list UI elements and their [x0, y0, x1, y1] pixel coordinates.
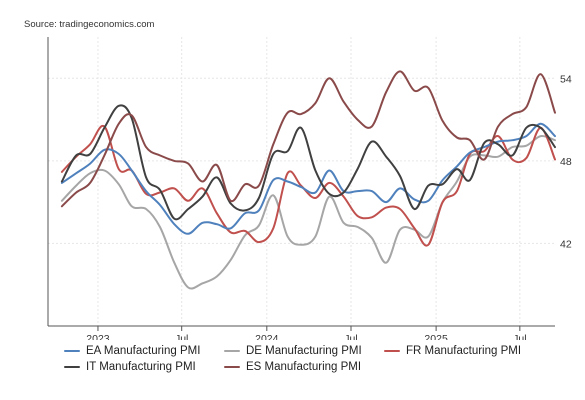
- x-tick-label: 2023: [86, 333, 110, 340]
- y-tick-label: 42: [560, 238, 572, 250]
- legend-item-fr[interactable]: FR Manufacturing PMI: [384, 345, 521, 357]
- source-label: Source: tradingeconomics.com: [24, 19, 155, 30]
- x-tick-label: 2025: [424, 333, 448, 340]
- series-lines: [60, 70, 556, 290]
- x-tick-label: Jul: [513, 333, 526, 340]
- line-chart: 42 48 54 2023 Jul 2024 Jul 2025 Jul: [47, 37, 572, 340]
- legend-swatch: [64, 365, 80, 369]
- legend-swatch: [224, 349, 240, 353]
- legend-swatch: [384, 349, 400, 353]
- axes: 42 48 54 2023 Jul 2024 Jul 2025 Jul: [47, 37, 572, 340]
- legend-label: EA Manufacturing PMI: [86, 345, 201, 357]
- legend-label: IT Manufacturing PMI: [86, 361, 196, 373]
- legend-swatch: [64, 349, 80, 353]
- legend-label: ES Manufacturing PMI: [246, 361, 362, 373]
- series-line-es: [60, 70, 556, 208]
- series-line-de: [60, 134, 556, 290]
- series-line-it: [60, 104, 556, 221]
- x-tick-label: 2024: [255, 333, 279, 340]
- series-line-ea: [60, 122, 556, 235]
- y-tick-label: 48: [560, 156, 572, 168]
- x-tick-label: Jul: [344, 333, 357, 340]
- legend-item-ea[interactable]: EA Manufacturing PMI: [64, 345, 200, 357]
- legend-label: FR Manufacturing PMI: [406, 345, 522, 357]
- x-tick-label: Jul: [175, 333, 188, 340]
- legend-label: DE Manufacturing PMI: [246, 345, 362, 357]
- legend-swatch: [224, 365, 240, 369]
- legend-item-de[interactable]: DE Manufacturing PMI: [224, 345, 362, 357]
- y-tick-label: 54: [560, 73, 572, 85]
- legend-item-it[interactable]: IT Manufacturing PMI: [64, 361, 196, 373]
- legend-item-es[interactable]: ES Manufacturing PMI: [224, 361, 361, 373]
- gridlines: [48, 37, 555, 326]
